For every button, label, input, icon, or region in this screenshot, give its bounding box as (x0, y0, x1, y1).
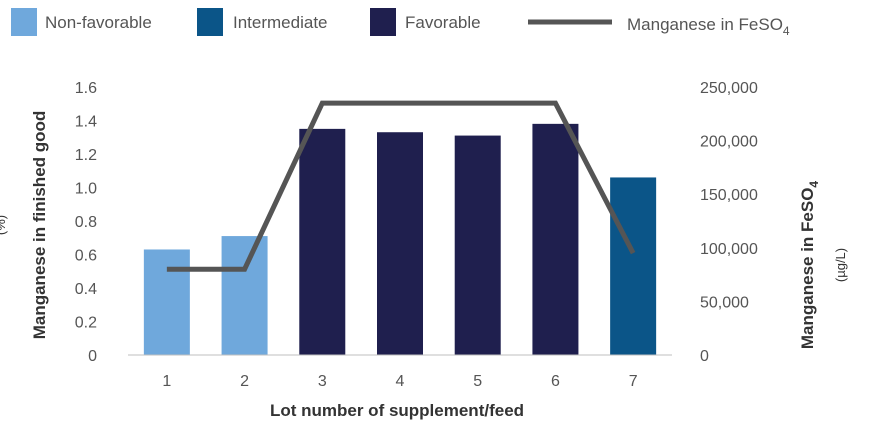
bar-lot-1 (143, 249, 190, 355)
x-tick-7: 7 (629, 373, 638, 390)
legend: Non-favorable Intermediate Favorable Man… (11, 8, 790, 38)
bar-lot-4 (377, 132, 423, 355)
bar-lot-3 (299, 128, 346, 355)
left-axis-title-group: Manganese in finished good (30, 111, 49, 340)
right-axis-unit: (µg/L) (833, 248, 848, 282)
left-tick-1-6: 1.6 (75, 80, 97, 97)
right-tick-200-000: 200,000 (700, 134, 758, 151)
legend-swatch-favorable (370, 8, 396, 36)
bars (143, 123, 657, 355)
x-tick-4: 4 (396, 373, 405, 390)
legend-item-manganese-line: Manganese in FeSO4 (528, 15, 790, 38)
bar-lot-2 (221, 236, 268, 355)
left-tick-0-4: 0.4 (75, 281, 97, 298)
left-axis-ticks: 0 0.2 0.4 0.6 0.8 1.0 1.2 1.4 1.6 (75, 80, 97, 365)
left-axis-title: Manganese in finished good (30, 111, 49, 340)
x-tick-1: 1 (162, 373, 171, 390)
legend-label-manganese: Manganese in FeSO4 (627, 15, 790, 38)
legend-item-intermediate: Intermediate (197, 8, 328, 36)
legend-label-intermediate: Intermediate (233, 13, 328, 32)
right-axis-title-subscript: 4 (807, 181, 821, 188)
manganese-feso4-line (166, 100, 636, 272)
right-axis-title-group: Manganese in FeSO4 (798, 181, 821, 350)
x-tick-5: 5 (473, 373, 482, 390)
legend-label-manganese-subscript: 4 (783, 24, 790, 38)
left-tick-0-6: 0.6 (75, 248, 97, 265)
legend-swatch-non-favorable (11, 8, 37, 36)
bar-lot-6 (532, 123, 579, 355)
right-axis-title-main: Manganese in FeSO (798, 188, 817, 350)
x-tick-2: 2 (240, 373, 249, 390)
left-tick-0-2: 0.2 (75, 315, 97, 332)
left-tick-1-0: 1.0 (75, 181, 97, 198)
right-tick-100-000: 100,000 (700, 241, 758, 258)
legend-item-favorable: Favorable (370, 8, 481, 36)
right-tick-150-000: 150,000 (700, 187, 758, 204)
x-axis-ticks: 1 2 3 4 5 6 7 (162, 373, 637, 390)
x-tick-3: 3 (318, 373, 327, 390)
left-tick-0-8: 0.8 (75, 214, 97, 231)
left-tick-1-4: 1.4 (75, 114, 97, 131)
x-tick-6: 6 (551, 373, 560, 390)
x-axis-title: Lot number of supplement/feed (270, 401, 524, 420)
right-axis-unit-group: (µg/L) (833, 248, 848, 282)
right-axis-ticks: 0 50,000 100,000 150,000 200,000 250,000 (700, 80, 758, 365)
left-axis-unit-group: (%) (0, 215, 8, 235)
right-axis-title: Manganese in FeSO4 (798, 181, 821, 350)
legend-label-favorable: Favorable (405, 13, 481, 32)
legend-swatch-intermediate (197, 8, 223, 36)
right-tick-250-000: 250,000 (700, 80, 758, 97)
legend-item-non-favorable: Non-favorable (11, 8, 152, 36)
left-tick-1-2: 1.2 (75, 147, 97, 164)
legend-label-manganese-main: Manganese in FeSO (627, 15, 783, 34)
right-tick-50-000: 50,000 (700, 294, 749, 311)
bar-lot-5 (454, 135, 501, 355)
bar-lot-7 (610, 177, 657, 355)
left-tick-0: 0 (88, 348, 97, 365)
right-tick-0: 0 (700, 348, 709, 365)
legend-label-non-favorable: Non-favorable (45, 13, 152, 32)
left-axis-unit: (%) (0, 215, 8, 235)
